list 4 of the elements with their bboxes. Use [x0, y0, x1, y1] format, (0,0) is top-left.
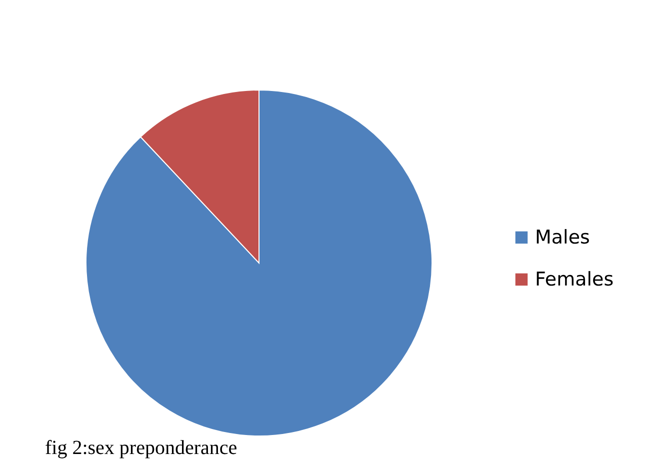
pie-slice: [86, 90, 432, 436]
legend-label: Females: [535, 268, 614, 290]
legend-label: Males: [535, 226, 590, 248]
caption: fig 2:sex preponderance: [45, 437, 238, 459]
